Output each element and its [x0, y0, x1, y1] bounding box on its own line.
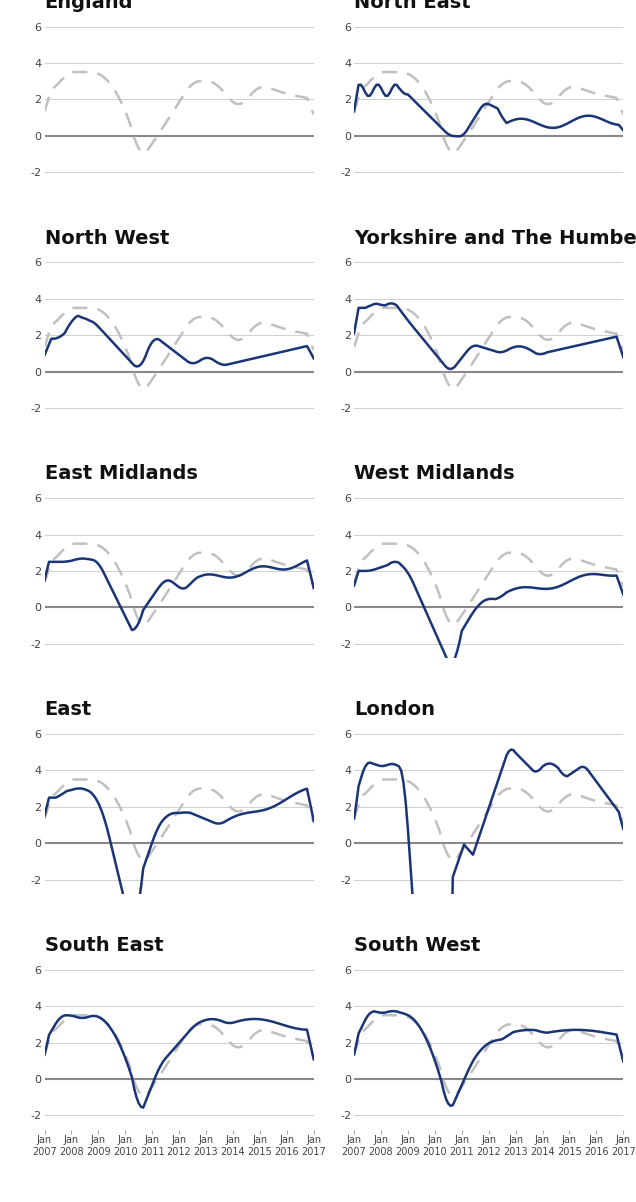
Text: South East: South East: [45, 936, 163, 956]
Text: Yorkshire and The Humber: Yorkshire and The Humber: [354, 228, 636, 248]
Text: East: East: [45, 701, 92, 719]
Text: London: London: [354, 701, 435, 719]
Text: England: England: [45, 0, 133, 12]
Text: North East: North East: [354, 0, 471, 12]
Text: East Midlands: East Midlands: [45, 464, 197, 483]
Text: South West: South West: [354, 936, 480, 956]
Text: North West: North West: [45, 228, 169, 248]
Text: West Midlands: West Midlands: [354, 464, 515, 483]
